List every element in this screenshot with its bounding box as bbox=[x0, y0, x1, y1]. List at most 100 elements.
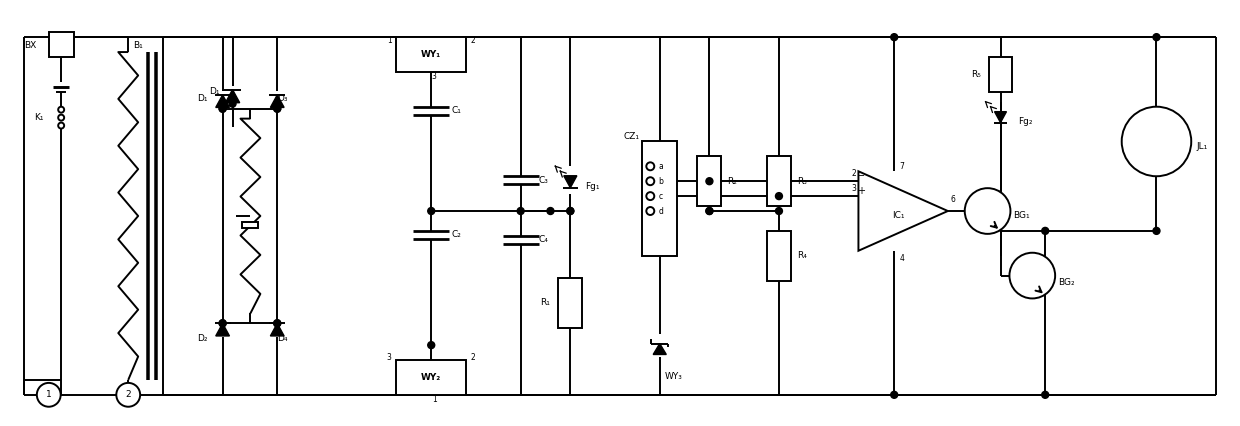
Text: B₁: B₁ bbox=[133, 40, 143, 49]
Bar bbox=[243, 222, 258, 228]
Text: R₄: R₄ bbox=[797, 251, 807, 260]
Text: 1: 1 bbox=[432, 395, 436, 404]
Circle shape bbox=[229, 100, 236, 107]
Circle shape bbox=[58, 115, 64, 121]
Circle shape bbox=[965, 188, 1011, 234]
Text: D₂: D₂ bbox=[197, 334, 208, 343]
Text: 3: 3 bbox=[851, 184, 856, 193]
Text: Fg₂: Fg₂ bbox=[1018, 117, 1033, 126]
Circle shape bbox=[547, 207, 554, 214]
Circle shape bbox=[567, 207, 574, 214]
Text: c: c bbox=[658, 192, 662, 201]
Circle shape bbox=[428, 207, 435, 214]
Circle shape bbox=[646, 162, 655, 170]
Text: WY₁: WY₁ bbox=[422, 50, 441, 59]
Text: K₁: K₁ bbox=[33, 113, 43, 122]
Text: R₁: R₁ bbox=[541, 298, 551, 308]
Text: C₂: C₂ bbox=[451, 230, 461, 239]
Polygon shape bbox=[226, 89, 239, 103]
Circle shape bbox=[274, 320, 280, 327]
Bar bbox=[768, 231, 791, 281]
Text: 1: 1 bbox=[46, 390, 52, 399]
Polygon shape bbox=[216, 323, 229, 336]
Circle shape bbox=[274, 320, 280, 327]
Polygon shape bbox=[270, 95, 284, 107]
Text: JL₁: JL₁ bbox=[1197, 142, 1208, 151]
Text: D₁: D₁ bbox=[210, 87, 219, 96]
Circle shape bbox=[219, 105, 226, 112]
Circle shape bbox=[1042, 227, 1049, 234]
Text: WY₂: WY₂ bbox=[422, 373, 441, 382]
Circle shape bbox=[58, 106, 64, 112]
Text: −: − bbox=[857, 171, 866, 181]
Circle shape bbox=[219, 105, 226, 112]
Text: a: a bbox=[658, 162, 663, 171]
Text: D₃: D₃ bbox=[277, 94, 288, 103]
Circle shape bbox=[1153, 34, 1159, 40]
Text: d: d bbox=[658, 207, 663, 216]
Circle shape bbox=[219, 320, 226, 327]
Circle shape bbox=[274, 105, 280, 112]
Text: 3: 3 bbox=[432, 72, 436, 81]
Circle shape bbox=[775, 207, 782, 214]
Circle shape bbox=[517, 207, 525, 214]
Bar bbox=[48, 32, 73, 57]
Circle shape bbox=[890, 391, 898, 398]
Circle shape bbox=[117, 383, 140, 407]
Text: 3: 3 bbox=[387, 353, 392, 362]
Polygon shape bbox=[994, 112, 1007, 123]
Circle shape bbox=[567, 207, 574, 214]
Text: D₁: D₁ bbox=[197, 94, 208, 103]
Circle shape bbox=[274, 105, 280, 112]
Bar bbox=[558, 278, 583, 328]
Circle shape bbox=[58, 123, 64, 129]
Polygon shape bbox=[653, 343, 666, 354]
Text: 4: 4 bbox=[899, 254, 904, 263]
Circle shape bbox=[1009, 253, 1055, 299]
Circle shape bbox=[706, 207, 713, 214]
Circle shape bbox=[1153, 227, 1159, 234]
Text: IC₁: IC₁ bbox=[893, 211, 905, 221]
Circle shape bbox=[775, 193, 782, 200]
Text: BG₁: BG₁ bbox=[1013, 211, 1030, 221]
Text: +: + bbox=[857, 186, 866, 196]
Text: R₃: R₃ bbox=[797, 177, 807, 186]
Bar bbox=[642, 141, 677, 256]
Bar bbox=[397, 37, 466, 72]
Text: 2: 2 bbox=[851, 169, 856, 178]
Circle shape bbox=[646, 192, 655, 200]
Text: b: b bbox=[658, 177, 663, 186]
Text: Fg₁: Fg₁ bbox=[585, 181, 600, 191]
Circle shape bbox=[219, 320, 226, 327]
Bar bbox=[697, 156, 722, 206]
Circle shape bbox=[706, 207, 713, 214]
Circle shape bbox=[646, 207, 655, 215]
Polygon shape bbox=[216, 95, 229, 107]
Circle shape bbox=[890, 34, 898, 40]
Text: R₅: R₅ bbox=[971, 70, 981, 79]
Text: 7: 7 bbox=[899, 162, 904, 171]
Circle shape bbox=[37, 383, 61, 407]
Text: 2: 2 bbox=[471, 353, 476, 362]
Circle shape bbox=[428, 342, 435, 348]
Text: R₂: R₂ bbox=[728, 177, 737, 186]
Text: 2: 2 bbox=[125, 390, 131, 399]
Text: C₃: C₃ bbox=[538, 176, 548, 185]
Text: CZ₁: CZ₁ bbox=[624, 132, 640, 141]
Text: BG₂: BG₂ bbox=[1058, 278, 1075, 287]
Bar bbox=[988, 57, 1012, 92]
Circle shape bbox=[1042, 391, 1049, 398]
Polygon shape bbox=[270, 323, 284, 336]
Polygon shape bbox=[564, 176, 577, 188]
Text: 6: 6 bbox=[950, 195, 955, 204]
Text: 2: 2 bbox=[471, 36, 476, 45]
Bar bbox=[397, 360, 466, 395]
Text: BX: BX bbox=[25, 40, 37, 49]
Bar bbox=[768, 156, 791, 206]
Text: C₁: C₁ bbox=[451, 106, 461, 115]
Circle shape bbox=[1122, 106, 1192, 176]
Text: D₄: D₄ bbox=[277, 334, 288, 343]
Text: WY₃: WY₃ bbox=[665, 372, 682, 381]
Circle shape bbox=[646, 177, 655, 185]
Text: 1: 1 bbox=[387, 36, 392, 45]
